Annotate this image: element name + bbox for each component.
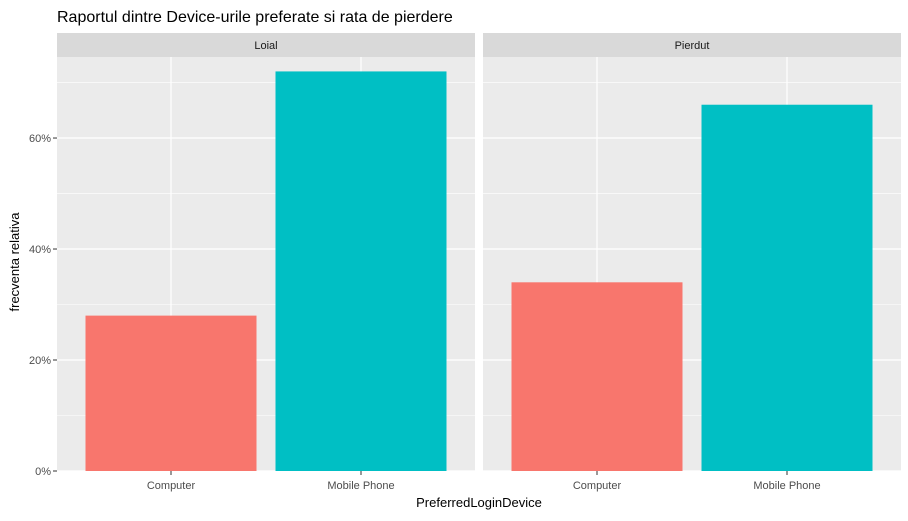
y-tick-label: 60% — [29, 133, 51, 145]
facet-strip — [57, 33, 475, 57]
y-axis-title: frecventa relativa — [7, 212, 22, 312]
facet-panels: 0% 20% 40% 60% Loial Computer Mobile Phone Pier… — [29, 33, 901, 492]
facet-strip-label: Loial — [254, 40, 277, 52]
facet-strip — [483, 33, 901, 57]
y-tick-label: 0% — [35, 466, 51, 478]
x-tick-label: Mobile Phone — [327, 480, 394, 492]
y-tick-label: 20% — [29, 355, 51, 367]
bar-loial-mobile-phone — [275, 71, 447, 471]
x-tick-label: Mobile Phone — [753, 480, 820, 492]
bar-loial-computer — [85, 315, 257, 471]
facet-strip-label: Pierdut — [675, 40, 710, 52]
x-tick-label: Computer — [147, 480, 196, 492]
y-tick-label: 40% — [29, 244, 51, 256]
bar-pierdut-mobile-phone — [701, 104, 873, 472]
bar-pierdut-computer — [511, 282, 683, 471]
x-axis-title: PreferredLoginDevice — [416, 495, 542, 510]
chart-title: Raportul dintre Device-urile preferate s… — [57, 9, 453, 26]
x-tick-label: Computer — [573, 480, 622, 492]
